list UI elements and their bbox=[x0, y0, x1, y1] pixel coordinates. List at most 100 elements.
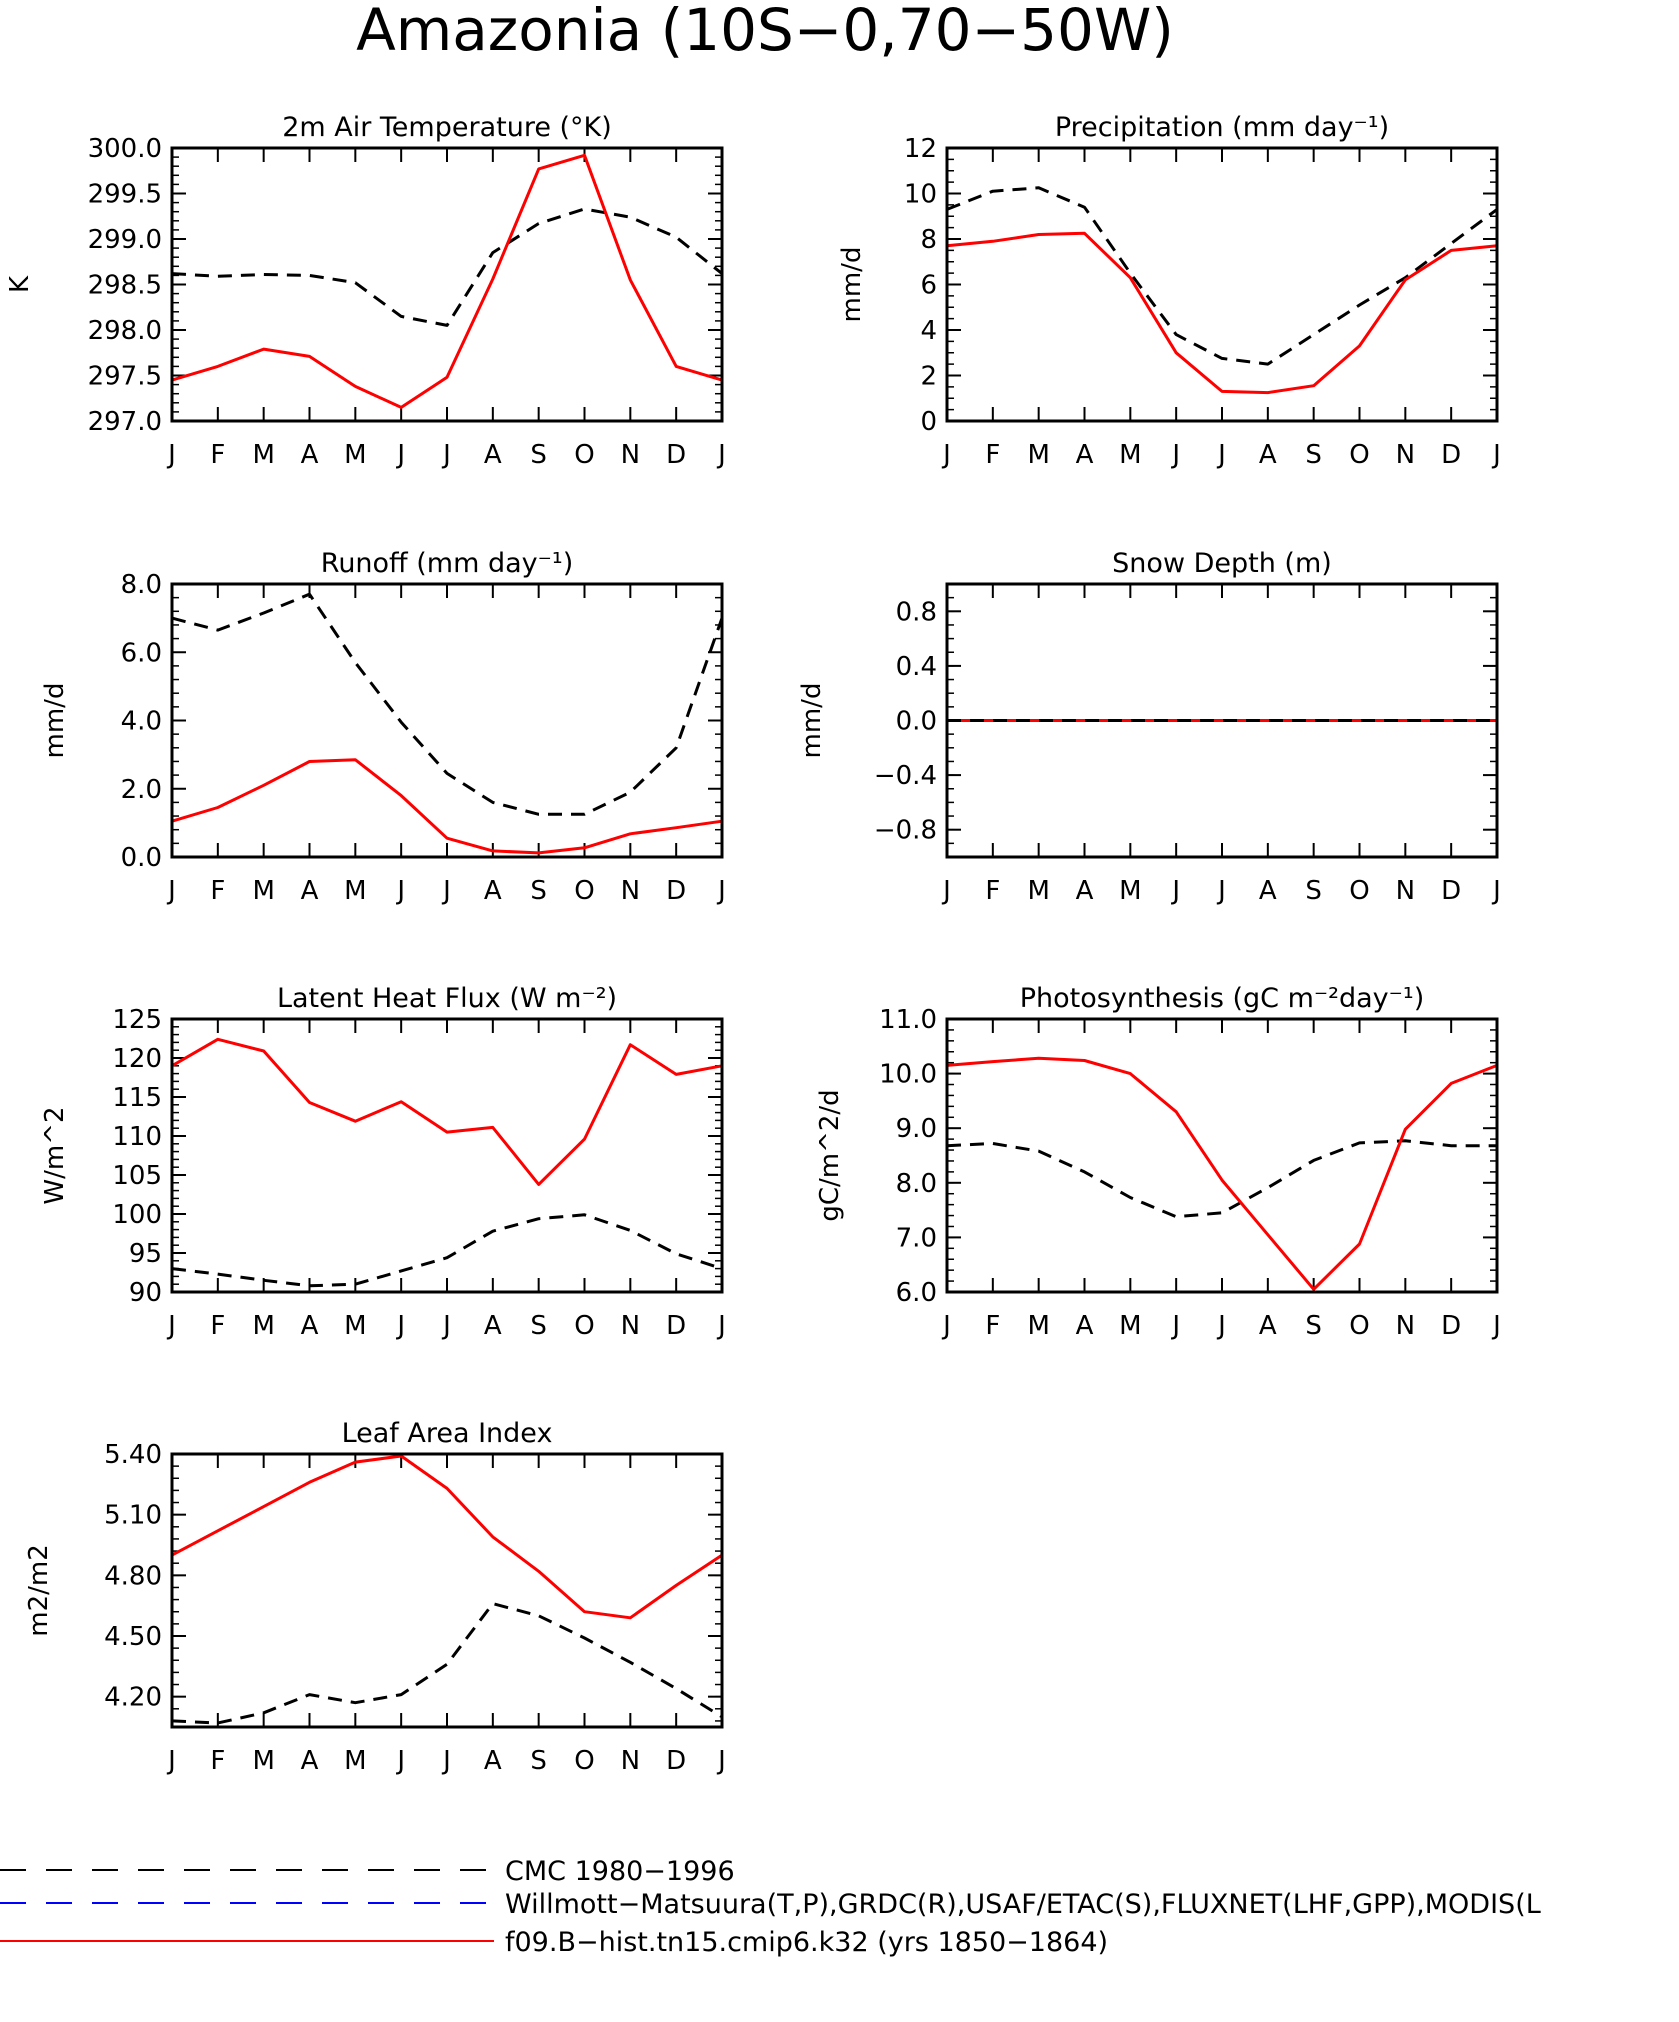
y-tick-label: 90 bbox=[129, 1278, 162, 1308]
x-tick-label: A bbox=[1259, 440, 1277, 470]
x-tick-label: M bbox=[1119, 440, 1141, 470]
x-tick-label: M bbox=[1027, 440, 1049, 470]
x-tick-label: D bbox=[666, 876, 686, 906]
x-tick-label: A bbox=[1076, 440, 1094, 470]
x-tick-label: A bbox=[1259, 876, 1277, 906]
y-tick-label: 0.0 bbox=[896, 707, 937, 737]
y-tick-label: 2 bbox=[920, 362, 937, 392]
y-tick-label: 0 bbox=[920, 407, 937, 437]
y-tick-label: 299.0 bbox=[88, 225, 162, 255]
x-tick-label: J bbox=[941, 1311, 951, 1341]
panels: 2m Air Temperature (°K) K 297.0 297.5 298.0 2… bbox=[5, 112, 1501, 1776]
x-tick-label: A bbox=[1076, 876, 1094, 906]
y-tick-label: 8.0 bbox=[896, 1169, 937, 1199]
x-tick-label: S bbox=[530, 440, 547, 470]
panel-title: Latent Heat Flux (W m⁻²) bbox=[277, 983, 617, 1014]
y-tick-label: 4.20 bbox=[104, 1683, 162, 1713]
x-tick-label: J bbox=[166, 1746, 176, 1776]
y-tick-label: 8.0 bbox=[121, 570, 162, 600]
x-tick-label: J bbox=[395, 1746, 405, 1776]
series-line-obs bbox=[171, 1602, 723, 1725]
panel-1: 2m Air Temperature (°K) K 297.0 297.5 298.0 2… bbox=[5, 112, 726, 470]
x-tick-label: N bbox=[621, 876, 640, 906]
panel-title: Snow Depth (m) bbox=[1112, 548, 1332, 579]
y-tick-label: 120 bbox=[112, 1044, 162, 1074]
x-tick-label: J bbox=[441, 876, 451, 906]
x-tick-label: J bbox=[1170, 876, 1180, 906]
x-tick-label: J bbox=[1216, 440, 1226, 470]
x-tick-label: M bbox=[1027, 876, 1049, 906]
x-tick-label: J bbox=[166, 1311, 176, 1341]
y-tick-label: 0.4 bbox=[896, 652, 937, 682]
x-tick-label: F bbox=[985, 1311, 1000, 1341]
y-tick-label: 4.50 bbox=[104, 1622, 162, 1652]
x-tick-label: M bbox=[252, 440, 274, 470]
y-tick-label: 95 bbox=[129, 1239, 162, 1269]
x-tick-label: M bbox=[252, 1746, 274, 1776]
x-tick-label: D bbox=[1441, 876, 1461, 906]
x-tick-label: S bbox=[1305, 876, 1322, 906]
panel-5: Latent Heat Flux (W m⁻²) W/m^2 90 95 100 105 1… bbox=[40, 983, 726, 1341]
x-tick-label: A bbox=[484, 1311, 502, 1341]
x-tick-label: F bbox=[985, 440, 1000, 470]
y-tick-label: −0.4 bbox=[874, 761, 937, 791]
x-tick-label: J bbox=[716, 876, 726, 906]
panel-6: Photosynthesis (gC m⁻²day⁻¹) gC/m^2/d 6.0 7… bbox=[815, 983, 1501, 1341]
x-tick-label: F bbox=[210, 1746, 225, 1776]
y-tick-label: −0.8 bbox=[874, 816, 937, 846]
x-tick-label: N bbox=[1396, 1311, 1415, 1341]
x-tick-label: O bbox=[1349, 1311, 1369, 1341]
x-tick-label: M bbox=[1119, 1311, 1141, 1341]
x-tick-label: S bbox=[530, 1311, 547, 1341]
x-tick-label: J bbox=[1170, 1311, 1180, 1341]
y-axis-label: gC/m^2/d bbox=[815, 1089, 845, 1221]
y-axis-label: K bbox=[5, 275, 35, 293]
series-line-model bbox=[946, 1056, 1498, 1291]
x-tick-label: J bbox=[1491, 876, 1501, 906]
series-line-obs bbox=[946, 186, 1498, 366]
x-tick-label: A bbox=[1076, 1311, 1094, 1341]
x-tick-label: D bbox=[1441, 440, 1461, 470]
plot-frame bbox=[170, 146, 724, 423]
x-tick-label: J bbox=[1491, 440, 1501, 470]
x-tick-label: J bbox=[441, 1311, 451, 1341]
series-line-obs bbox=[171, 1213, 723, 1288]
series-line-model bbox=[946, 231, 1498, 395]
series-line-model bbox=[171, 153, 723, 409]
y-tick-label: 12 bbox=[904, 134, 937, 164]
x-tick-label: D bbox=[666, 1311, 686, 1341]
y-tick-label: 2.0 bbox=[121, 775, 162, 805]
y-tick-label: 4.0 bbox=[121, 707, 162, 737]
x-tick-label: S bbox=[530, 876, 547, 906]
series-line-model bbox=[171, 1454, 723, 1620]
x-tick-label: J bbox=[716, 1746, 726, 1776]
y-tick-label: 300.0 bbox=[88, 134, 162, 164]
legend-label: Willmott−Matsuura(T,P),GRDC(R),USAF/ETAC… bbox=[505, 1889, 1541, 1920]
y-axis-label: mm/d bbox=[797, 683, 827, 759]
plot-frame bbox=[170, 582, 724, 859]
y-tick-label: 105 bbox=[112, 1161, 162, 1191]
x-tick-label: M bbox=[1027, 1311, 1049, 1341]
series-line-obs bbox=[946, 1139, 1497, 1219]
panel-title: Leaf Area Index bbox=[342, 1418, 553, 1449]
x-tick-label: J bbox=[395, 1311, 405, 1341]
panel-title: 2m Air Temperature (°K) bbox=[282, 112, 612, 143]
x-tick-label: J bbox=[716, 1311, 726, 1341]
panel-4: Snow Depth (m)mm/d−0.8−0.40.00.40.8J F M A M… bbox=[797, 548, 1501, 906]
x-tick-label: O bbox=[574, 1311, 594, 1341]
x-tick-label: M bbox=[252, 876, 274, 906]
x-tick-label: J bbox=[716, 440, 726, 470]
x-tick-label: N bbox=[621, 440, 640, 470]
x-tick-label: J bbox=[441, 1746, 451, 1776]
x-tick-label: J bbox=[1491, 1311, 1501, 1341]
x-tick-label: M bbox=[344, 1746, 366, 1776]
x-tick-label: J bbox=[1170, 440, 1180, 470]
x-tick-label: N bbox=[1396, 440, 1415, 470]
panel-7: Leaf Area Index m2/m2 4.20 4.50 4.80 5.10 5.40… bbox=[24, 1418, 726, 1776]
x-tick-label: M bbox=[252, 1311, 274, 1341]
y-tick-label: 125 bbox=[112, 1005, 162, 1035]
x-tick-label: A bbox=[301, 1746, 319, 1776]
plot-frame bbox=[945, 146, 1499, 423]
